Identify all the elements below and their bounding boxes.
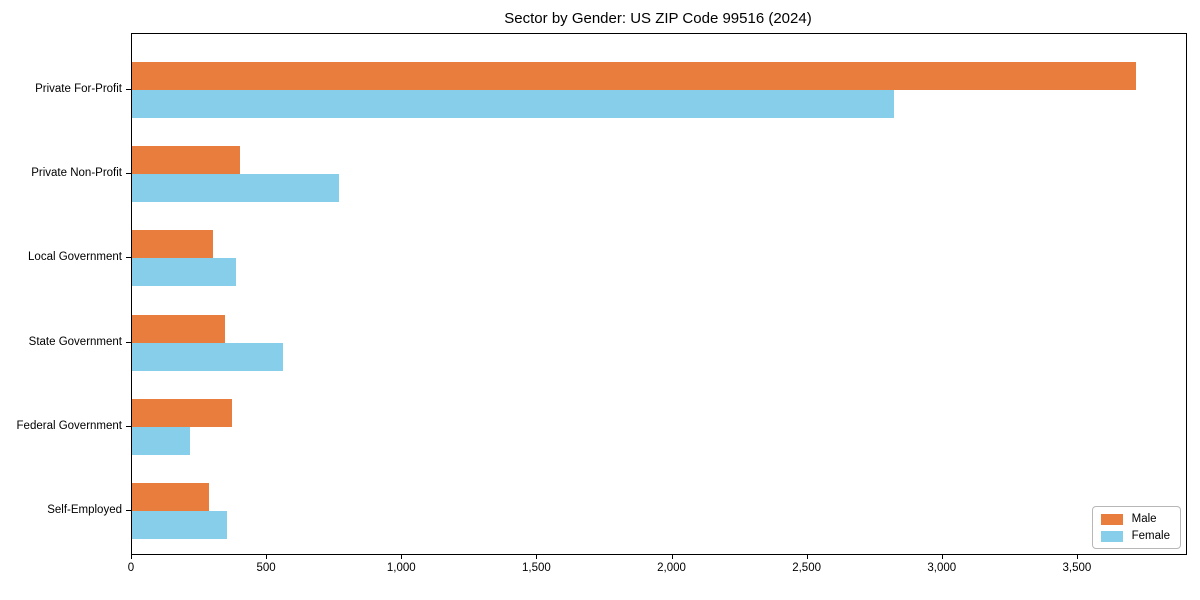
legend-swatch-male xyxy=(1100,513,1123,525)
bar-male-local-government xyxy=(132,230,214,259)
y-tick-mark xyxy=(126,88,131,90)
legend-swatch-female xyxy=(1100,530,1123,542)
x-tick-mark xyxy=(671,554,673,559)
y-tick-label: Federal Government xyxy=(16,419,122,432)
x-tick-label: 1,000 xyxy=(386,562,416,574)
x-tick-mark xyxy=(806,554,808,559)
legend-entry-male: Male xyxy=(1100,513,1170,525)
chart-title: Sector by Gender: US ZIP Code 99516 (202… xyxy=(504,10,812,27)
bar-male-private-for-profit xyxy=(132,61,1136,90)
x-tick-mark xyxy=(536,554,538,559)
bar-male-private-non-profit xyxy=(132,145,241,174)
x-tick-label: 2,000 xyxy=(657,562,686,574)
legend-label: Female xyxy=(1131,530,1170,542)
x-tick-mark xyxy=(266,554,268,559)
bar-female-private-non-profit xyxy=(132,173,339,202)
x-tick-mark xyxy=(131,554,132,559)
x-tick-label: 1,500 xyxy=(522,562,551,574)
plot-area: Male Female xyxy=(131,33,1187,555)
y-tick-label: Private Non-Profit xyxy=(31,166,122,179)
bar-female-federal-government xyxy=(132,426,191,455)
bar-female-state-government xyxy=(132,342,284,371)
x-tick-label: 0 xyxy=(127,562,135,574)
y-tick-label: Self-Employed xyxy=(47,504,122,517)
y-tick-mark xyxy=(126,510,131,512)
x-tick-label: 3,500 xyxy=(1062,562,1092,574)
legend: Male Female xyxy=(1091,506,1181,549)
y-tick-mark xyxy=(126,341,131,343)
bar-male-state-government xyxy=(132,314,226,343)
bar-female-self-employed xyxy=(132,511,227,540)
bar-male-federal-government xyxy=(132,398,232,427)
x-tick-label: 500 xyxy=(256,562,276,574)
x-tick-label: 2,500 xyxy=(792,562,821,574)
y-tick-label: State Government xyxy=(28,335,122,348)
bar-female-private-for-profit xyxy=(132,89,895,118)
bar-male-self-employed xyxy=(132,483,209,512)
y-tick-mark xyxy=(126,425,131,427)
legend-label: Male xyxy=(1131,513,1157,525)
y-tick-mark xyxy=(126,172,131,174)
y-tick-label: Private For-Profit xyxy=(35,82,122,95)
x-tick-mark xyxy=(941,554,943,559)
y-tick-label: Local Government xyxy=(28,251,122,264)
x-tick-mark xyxy=(1076,554,1078,559)
legend-entry-female: Female xyxy=(1100,530,1170,542)
bar-female-local-government xyxy=(132,258,236,287)
x-tick-mark xyxy=(401,554,403,559)
y-tick-mark xyxy=(126,257,131,259)
x-tick-label: 3,000 xyxy=(927,562,957,574)
